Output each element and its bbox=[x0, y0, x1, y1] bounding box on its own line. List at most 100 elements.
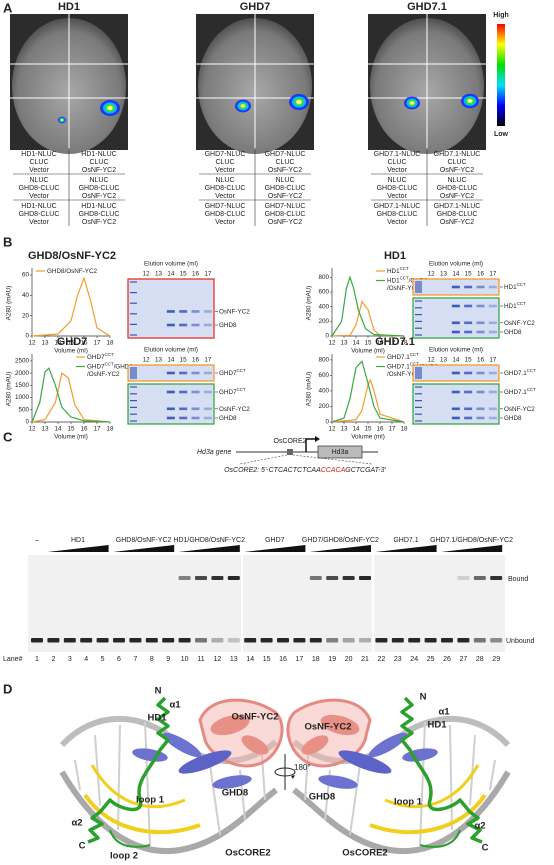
superscript: CCT bbox=[410, 361, 419, 366]
y-tick-label: 0 bbox=[25, 419, 29, 426]
band-label: GHD7CCT bbox=[219, 368, 246, 377]
x-axis-label: Volume (ml) bbox=[351, 434, 385, 441]
table-text: OsNF-YC2 bbox=[440, 193, 474, 200]
rotation-label: 180° bbox=[294, 763, 311, 772]
x-tick-label: 18 bbox=[400, 426, 408, 433]
x-tick-label: 13 bbox=[41, 426, 49, 433]
structure-label: loop 1 bbox=[394, 797, 423, 808]
band-label: GHD7CCT bbox=[219, 387, 246, 396]
table-text: Vector bbox=[29, 219, 50, 226]
bound-band bbox=[309, 576, 322, 580]
band-label: OsNF-YC2 bbox=[504, 319, 535, 326]
text-part: OsNF-YC2 bbox=[219, 308, 250, 315]
y-tick-label: 400 bbox=[318, 388, 329, 395]
x-axis-label: Volume (ml) bbox=[351, 348, 385, 355]
gel-tick-label: 13 bbox=[155, 271, 163, 278]
gel-tick-label: 17 bbox=[489, 271, 497, 278]
protein-band bbox=[203, 407, 212, 411]
protein-band bbox=[203, 416, 212, 420]
band-label: GHD7.1CCT bbox=[504, 387, 536, 396]
superscript: CCT bbox=[105, 361, 114, 366]
gel-tick-label: 17 bbox=[489, 357, 497, 364]
lane-number: 5 bbox=[101, 656, 105, 663]
subpanel-title: HD1 bbox=[384, 250, 406, 262]
panel-title: HD1 bbox=[58, 1, 80, 13]
text-part: OsNF-YC2 bbox=[504, 319, 535, 326]
table-text: OsNF-YC2 bbox=[268, 167, 302, 174]
gel-tick-label: 16 bbox=[192, 357, 200, 364]
table-text: CLUC bbox=[447, 159, 466, 166]
protein-band bbox=[191, 390, 200, 394]
text-part: GHD7.1 bbox=[387, 354, 410, 361]
bound-band bbox=[178, 576, 191, 580]
structure-label: N bbox=[420, 692, 427, 703]
protein-band bbox=[488, 285, 497, 289]
trace bbox=[331, 275, 405, 337]
unbound-band bbox=[63, 638, 76, 643]
text-part: /GHD8 bbox=[114, 363, 134, 370]
y-tick-label: 800 bbox=[318, 274, 329, 281]
band-label: GHD8 bbox=[219, 415, 237, 422]
lane-number: 16 bbox=[279, 656, 287, 663]
lane-number: 18 bbox=[312, 656, 320, 663]
gel-tick-label: 16 bbox=[192, 271, 200, 278]
trace bbox=[331, 360, 405, 423]
panel-label: D bbox=[3, 681, 12, 696]
protein-band bbox=[488, 321, 497, 325]
lane-number: 22 bbox=[378, 656, 386, 663]
table-text: OsNF-YC2 bbox=[82, 167, 116, 174]
band-label: GHD8 bbox=[504, 415, 522, 422]
legend-label: GHD7CCT bbox=[87, 352, 114, 361]
structure-label: α2 bbox=[474, 821, 485, 832]
lane-number: 6 bbox=[117, 656, 121, 663]
protein-band bbox=[464, 330, 473, 334]
gel-tick-label: 15 bbox=[180, 357, 188, 364]
table-text: NLUC bbox=[447, 177, 466, 184]
text-part: GHD7 bbox=[87, 354, 105, 361]
x-tick-label: 12 bbox=[28, 340, 36, 347]
zoom-lines bbox=[239, 454, 373, 465]
lane-number: 12 bbox=[214, 656, 222, 663]
lane-number: 14 bbox=[246, 656, 254, 663]
tss-arrowhead bbox=[315, 436, 320, 442]
gel-tick-label: 14 bbox=[452, 357, 460, 364]
unbound-band bbox=[195, 638, 207, 643]
x-axis-label: Volume (ml) bbox=[54, 348, 88, 355]
text-part: OsNF-YC2 bbox=[219, 405, 250, 412]
unbound-band bbox=[326, 638, 339, 643]
protein-band bbox=[464, 371, 473, 375]
y-tick-label: 600 bbox=[318, 289, 329, 296]
bound-band bbox=[473, 576, 486, 580]
bound-label: Bound bbox=[508, 576, 528, 583]
bound-band bbox=[195, 576, 207, 580]
structure-label: α2 bbox=[71, 818, 82, 829]
legend-label: /OsNF-YC2 bbox=[387, 371, 420, 378]
protein-band bbox=[191, 407, 200, 411]
lane-number: 4 bbox=[84, 656, 88, 663]
table-text: HD1-NLUC bbox=[81, 151, 116, 158]
superscript: CCT bbox=[527, 387, 536, 392]
unbound-band bbox=[211, 638, 224, 643]
gene-box-label: Hd3a bbox=[332, 449, 349, 456]
table-text: CLUC bbox=[387, 159, 406, 166]
protein-band bbox=[451, 321, 460, 325]
protein-band bbox=[464, 285, 473, 289]
structure-label: α1 bbox=[438, 707, 450, 718]
protein-band bbox=[191, 371, 200, 375]
protein-band bbox=[166, 390, 175, 394]
unbound-band bbox=[408, 638, 421, 643]
sequence-part: OsCORE2: 5'-CTCACTCTCAA bbox=[224, 467, 321, 474]
y-tick-label: 1500 bbox=[15, 382, 30, 389]
table-text: GHD8-CLUC bbox=[377, 185, 418, 192]
gel-tick-label: 15 bbox=[465, 357, 473, 364]
superscript: CCT bbox=[527, 368, 536, 373]
gel-title: Elution volume (ml) bbox=[144, 261, 198, 268]
x-tick-label: 14 bbox=[352, 340, 360, 347]
bound-band bbox=[326, 576, 339, 580]
lane-number: 2 bbox=[51, 656, 55, 663]
unbound-band bbox=[47, 638, 60, 643]
group-label: GHD7.1 bbox=[393, 537, 418, 544]
unbound-band bbox=[473, 638, 486, 643]
unbound-band bbox=[490, 638, 503, 643]
text-part: GHD8 bbox=[219, 415, 237, 422]
